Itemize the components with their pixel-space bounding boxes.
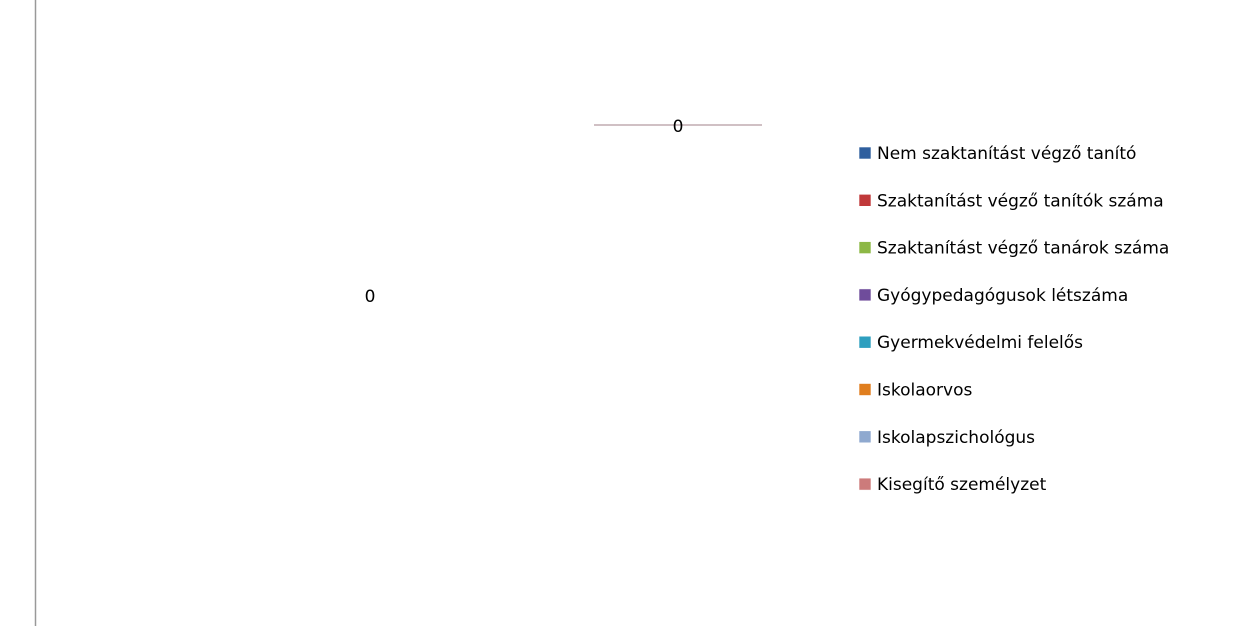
legend-swatch: [858, 194, 872, 207]
legend-label: Iskolaorvos: [877, 381, 973, 401]
data-label: 0: [673, 117, 684, 137]
legend-swatch: [858, 288, 872, 302]
legend-swatch: [858, 477, 872, 491]
legend-swatch: [858, 335, 872, 349]
legend-label: Gyermekvédelmi felelős: [877, 333, 1083, 353]
legend-label: Kisegítő személyzet: [877, 475, 1047, 495]
legend-label: Nem szaktanítást végző tanító: [877, 144, 1136, 164]
legend-label: Szaktanítást végző tanárok száma: [877, 239, 1169, 259]
legend-swatch: [858, 241, 872, 254]
legend-swatch: [858, 430, 872, 444]
legend-swatch: [858, 383, 872, 396]
legend-label: Iskolapszichológus: [877, 428, 1035, 448]
legend-label: Szaktanítást végző tanítók száma: [877, 191, 1164, 211]
data-label: 0: [365, 287, 376, 307]
legend-label: Gyógypedagógusok létszáma: [877, 286, 1128, 306]
legend-swatch: [858, 146, 872, 160]
